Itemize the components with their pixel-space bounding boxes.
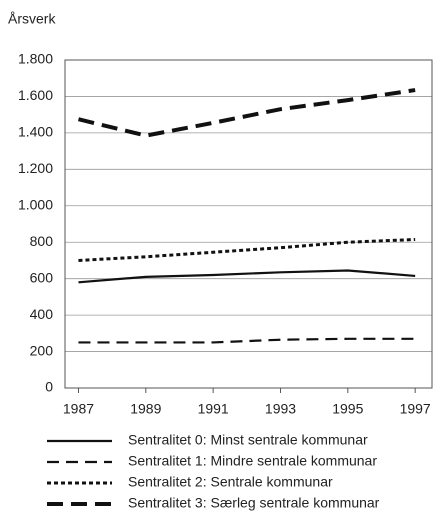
x-tick-label: 1997 [400,401,431,417]
x-tick-label: 1993 [265,401,296,417]
y-tick-label: 600 [30,269,54,285]
y-axis-label: Årsverk [8,11,56,27]
y-tick-label: 800 [30,233,54,249]
y-tick-label: 1.400 [18,124,53,140]
legend-label: Sentralitet 2: Sentrale kommunar [128,474,333,490]
x-tick-label: 1995 [332,401,363,417]
y-tick-label: 1.000 [18,196,53,212]
y-tick-label: 200 [30,342,54,358]
legend-label: Sentralitet 1: Mindre sentrale kommunar [128,453,377,469]
series-line [77,88,416,138]
x-tick-label: 1987 [63,401,94,417]
legend-label: Sentralitet 0: Minst sentrale kommunar [128,432,368,448]
y-tick-label: 1.200 [18,160,53,176]
y-tick-label: 400 [30,306,54,322]
y-tick-label: 1.800 [18,51,53,67]
x-tick-label: 1991 [198,401,229,417]
legend-label: Sentralitet 3: Særleg sentrale kommunar [128,495,380,511]
plot-frame [64,59,433,389]
x-tick-label: 1989 [130,401,161,417]
y-tick-label: 1.600 [18,87,53,103]
series-line [78,269,416,284]
series-line [78,237,416,262]
y-tick-label: 0 [45,379,53,395]
series-line [78,337,416,344]
